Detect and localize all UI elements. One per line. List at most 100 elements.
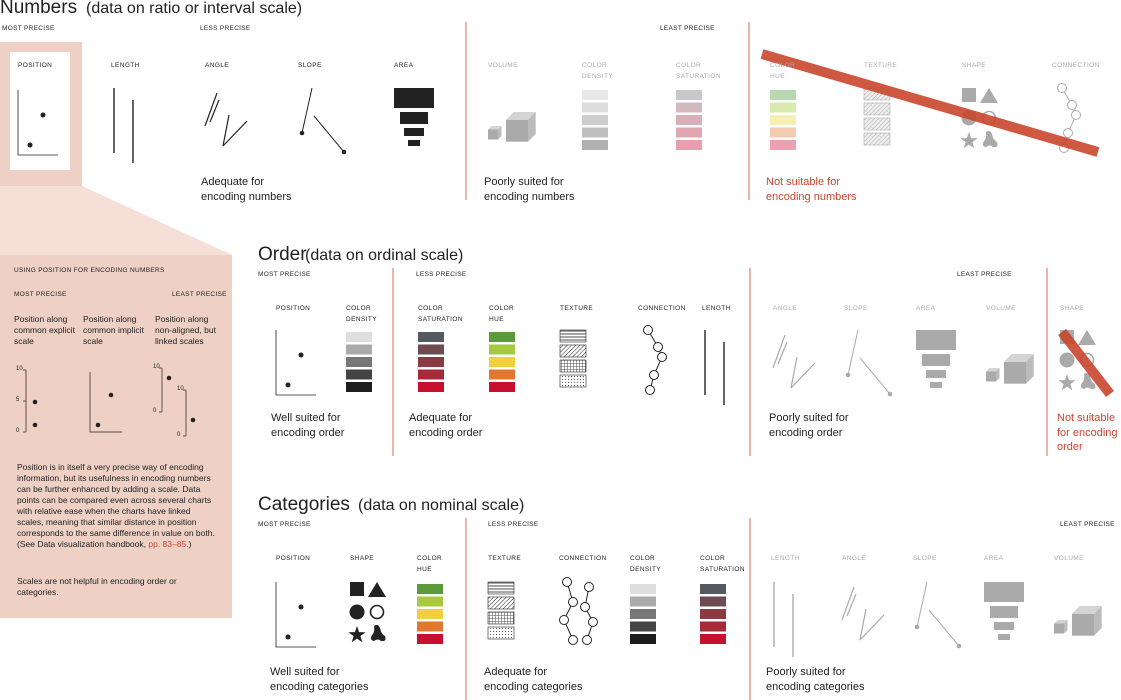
precision-label: LESS PRECISE	[488, 521, 539, 528]
not-suitable-slash	[1058, 328, 1114, 398]
precision-label: MOST PRECISE	[14, 291, 67, 298]
color-swatch	[489, 332, 515, 342]
color-swatch	[489, 344, 515, 355]
not-suitable-slash	[760, 49, 1100, 157]
color-swatch	[582, 90, 608, 100]
texture-swatch	[863, 132, 891, 146]
channel-label: TEXTURE	[560, 305, 594, 312]
channel-label: LENGTH	[702, 305, 731, 312]
shape-triangle	[1078, 330, 1096, 345]
texture-swatch	[487, 596, 515, 610]
caption: encoding numbers	[766, 190, 857, 203]
section-subtitle: (data on ordinal scale)	[305, 247, 464, 264]
caption: encoding categories	[766, 680, 865, 693]
channel-label: TEXTURE	[864, 62, 898, 69]
connection-node	[1071, 110, 1081, 120]
texture-swatch	[863, 117, 891, 131]
cube-side	[528, 112, 536, 142]
tick-label: 0	[153, 408, 157, 414]
color-swatch	[676, 102, 702, 113]
color-swatch	[418, 382, 444, 392]
channel-label: COLOR DENSITY	[346, 305, 377, 323]
channel-label: SHAPE	[962, 62, 987, 69]
shape-star	[348, 626, 366, 643]
color-swatch	[770, 102, 796, 113]
connection-node	[653, 342, 663, 352]
connection-node	[588, 617, 598, 627]
dot	[95, 422, 101, 428]
connection-node	[562, 577, 572, 587]
caption: Not suitable for	[766, 176, 840, 188]
axis	[275, 582, 316, 648]
area-block	[394, 88, 434, 108]
paragraph-text: Position is in itself a very precise way…	[17, 462, 215, 549]
shape-circle	[1059, 352, 1075, 368]
channel-label: CONNECTION	[638, 305, 686, 312]
section-subtitle: (data on nominal scale)	[358, 497, 525, 514]
page-link[interactable]: pp. 83–85.	[148, 539, 189, 549]
connection-node	[568, 635, 578, 645]
color-swatch	[417, 596, 443, 607]
precision-label: MOST PRECISE	[258, 271, 311, 278]
connection-node	[1063, 128, 1073, 138]
cube-side	[1026, 354, 1034, 384]
tick-label: 0	[177, 432, 181, 438]
channel-label: SHAPE	[350, 555, 375, 562]
color-swatch	[346, 357, 372, 367]
angle-stroke	[859, 608, 867, 641]
channel-label: COLOR HUE	[489, 305, 515, 323]
angle-stroke	[859, 614, 885, 641]
cube-top	[1054, 620, 1068, 624]
channel-label: ANGLE	[842, 555, 867, 562]
panel-note: Scales are not helpful in encoding order…	[17, 576, 177, 597]
shape-square	[962, 88, 976, 102]
area-block	[990, 606, 1018, 618]
area-block	[926, 370, 946, 378]
color-swatch	[770, 115, 796, 125]
slope-line	[928, 609, 960, 647]
channel-label: COLOR SATURATION	[676, 62, 721, 80]
color-swatch	[346, 369, 372, 380]
color-swatch	[770, 90, 796, 100]
angle-stroke	[222, 120, 248, 147]
precision-label: MOST PRECISE	[2, 25, 55, 32]
color-swatch	[770, 140, 796, 150]
color-swatch	[582, 102, 608, 113]
shape-blob	[1080, 372, 1096, 390]
channel-label: POSITION	[276, 305, 311, 312]
color-swatch	[418, 344, 444, 355]
panel-paragraph: Position is in itself a very precise way…	[17, 462, 217, 550]
area-block	[400, 112, 428, 124]
connection-node	[584, 582, 594, 592]
channel-label: SLOPE	[844, 305, 868, 312]
mini-axis	[89, 372, 122, 433]
connection-node	[645, 385, 655, 395]
color-swatch	[417, 584, 443, 594]
slope-line	[916, 581, 928, 628]
texture-swatch	[487, 611, 515, 625]
angle-stroke	[222, 114, 230, 147]
shape-ring	[369, 604, 385, 620]
color-swatch	[630, 596, 656, 607]
dot	[299, 130, 305, 136]
tick-label: 5	[16, 397, 20, 403]
connection-node	[1057, 83, 1067, 93]
dot	[298, 604, 304, 610]
slope-line	[859, 357, 891, 395]
angle-stroke	[841, 586, 855, 621]
color-swatch	[489, 369, 515, 380]
axis	[275, 330, 316, 396]
cube-face	[488, 129, 498, 140]
cube-top	[506, 112, 536, 120]
caption: encoding order	[409, 426, 483, 439]
dot	[341, 149, 347, 155]
slope-line	[313, 115, 345, 153]
color-swatch	[489, 357, 515, 367]
angle-stroke	[777, 341, 788, 365]
caption: encoding numbers	[201, 190, 292, 203]
cube-top	[986, 368, 1000, 372]
channel-label: SLOPE	[298, 62, 322, 69]
channel-label: CONNECTION	[559, 555, 607, 562]
area-block	[998, 634, 1010, 640]
cube-top	[488, 126, 502, 130]
